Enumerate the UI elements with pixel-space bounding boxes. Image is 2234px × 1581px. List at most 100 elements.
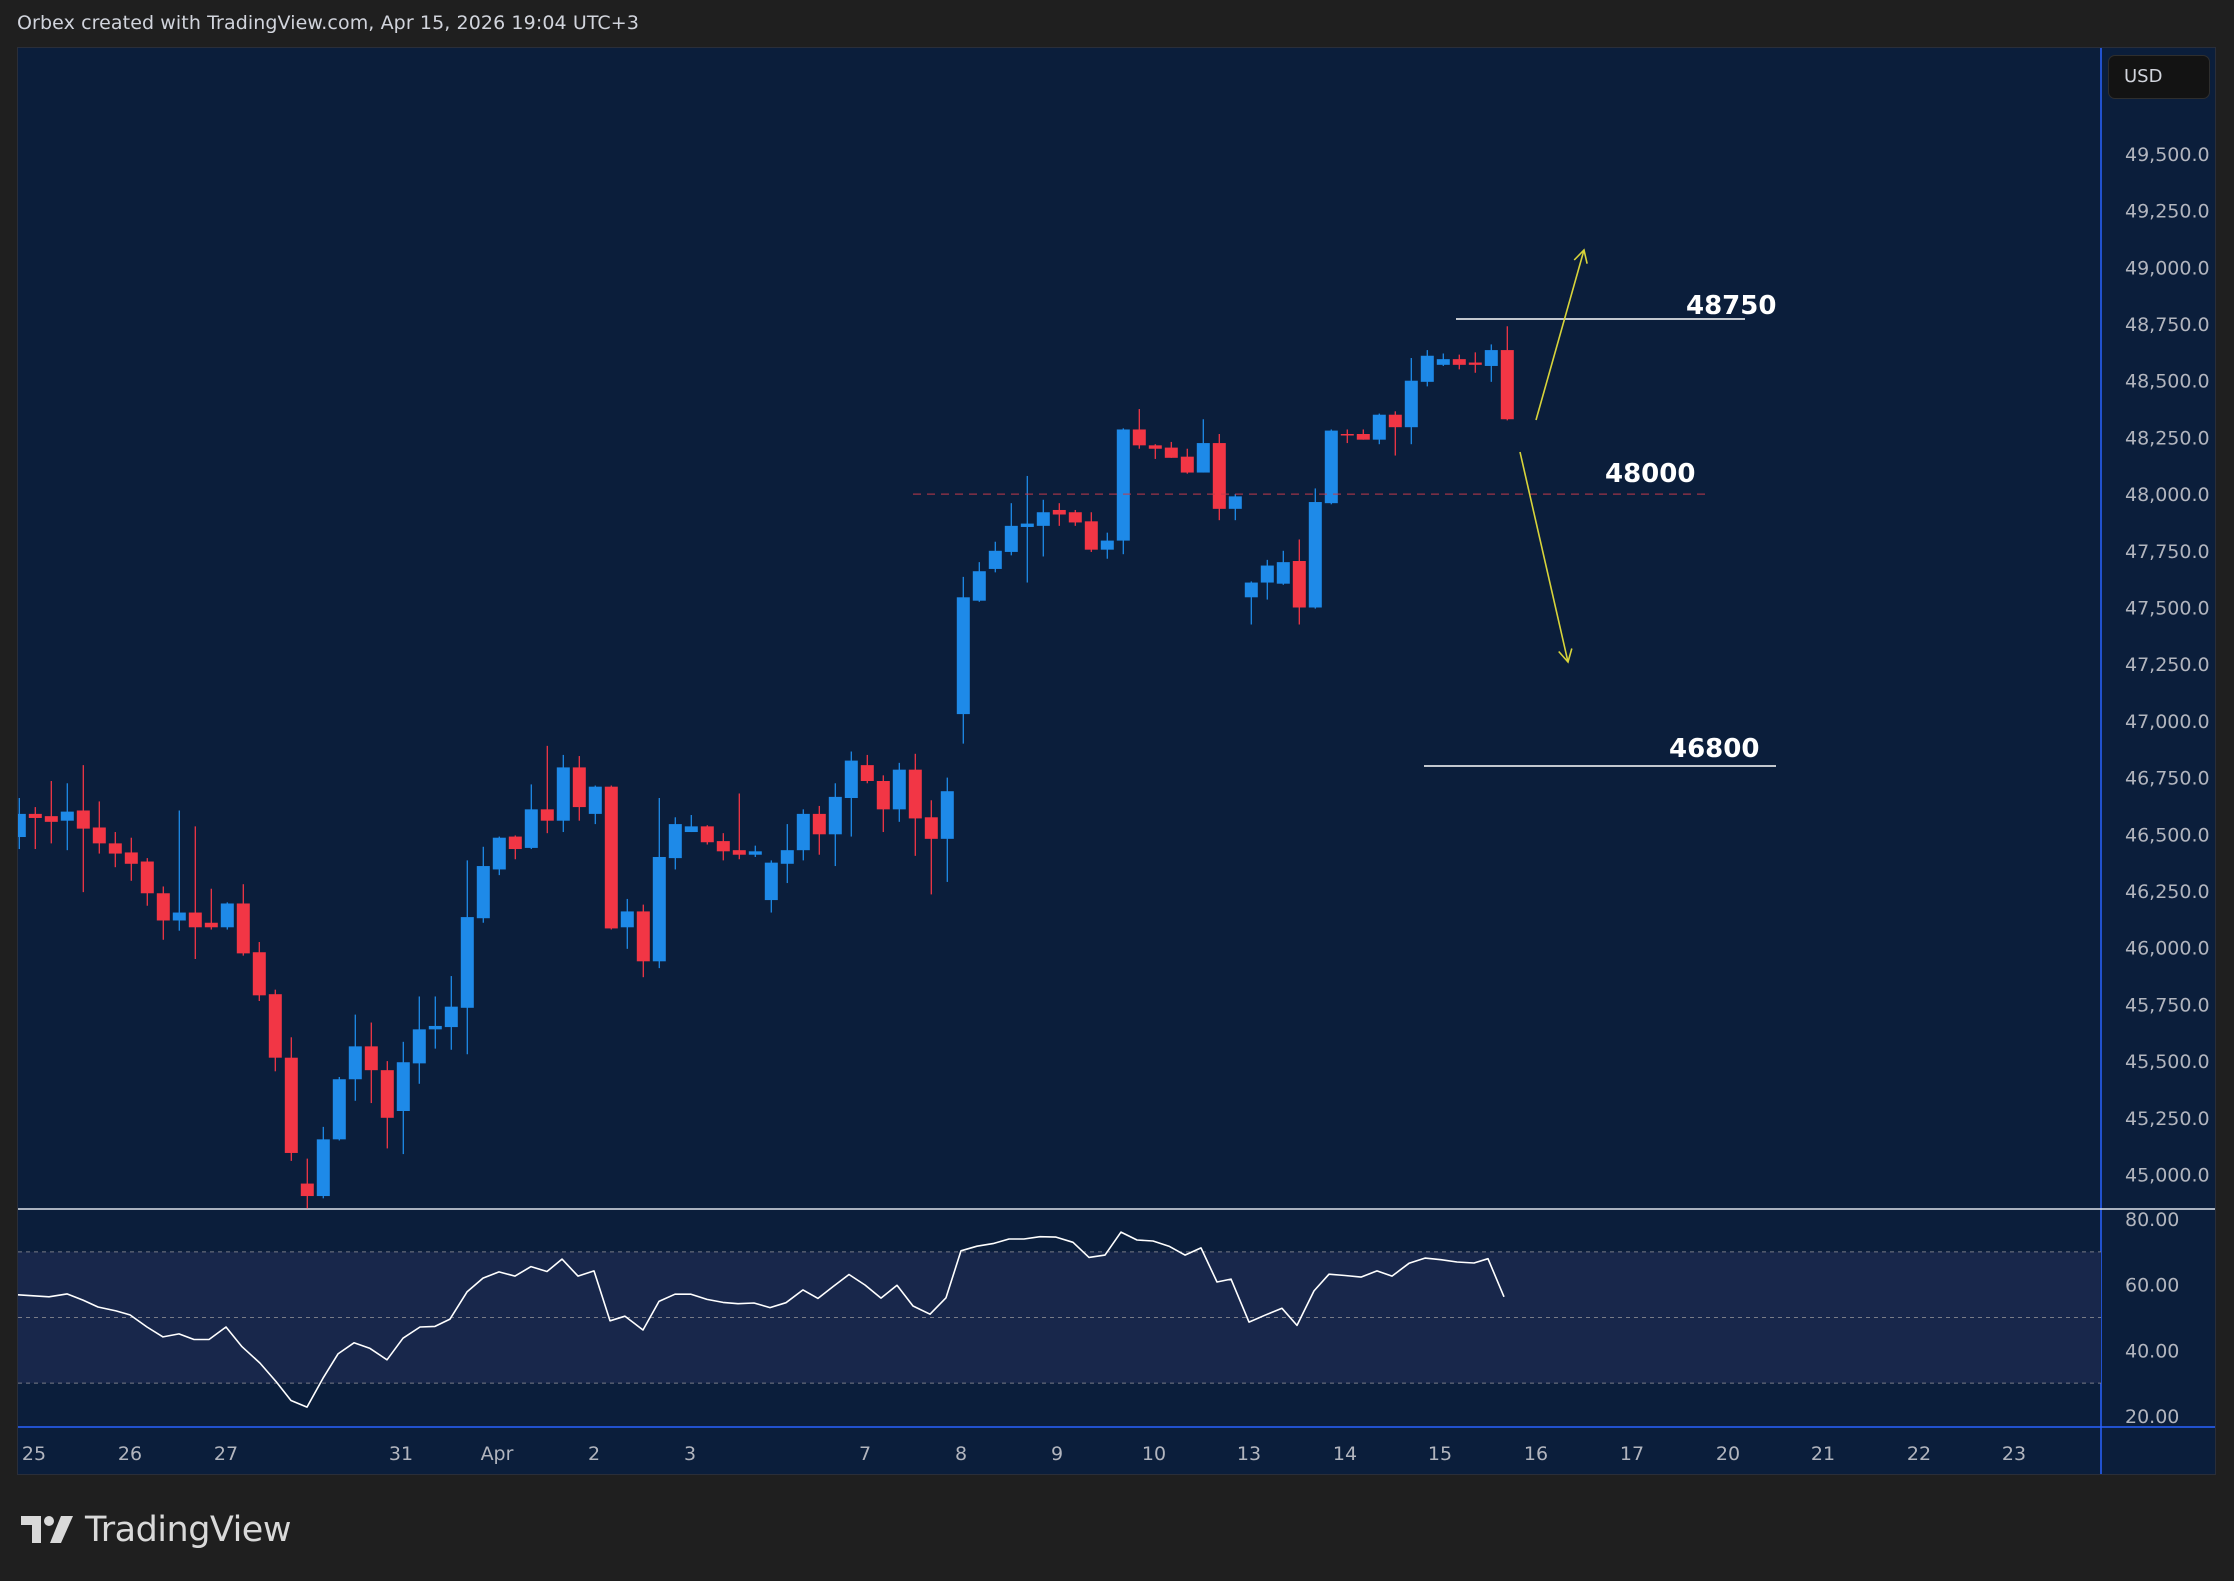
- candle-body: [1196, 443, 1210, 473]
- candle: [18, 798, 26, 850]
- chart-frame[interactable]: [17, 47, 2216, 1475]
- arrow-up-icon[interactable]: [1535, 248, 1588, 421]
- candle: [988, 541, 1002, 573]
- candle: [1052, 503, 1066, 526]
- time-tick-label: 27: [214, 1443, 238, 1465]
- currency-button[interactable]: USD: [2108, 55, 2210, 99]
- candle-body: [1068, 512, 1082, 523]
- candle: [764, 860, 778, 913]
- candle-body: [156, 893, 170, 921]
- price-tick-label: 49,000.0: [2125, 257, 2210, 279]
- candle-body: [1132, 429, 1146, 446]
- price-tick-label: 48,250.0: [2125, 427, 2210, 449]
- candle: [1164, 441, 1178, 458]
- candle-body: [76, 810, 90, 829]
- time-tick-label: 7: [859, 1443, 871, 1465]
- candle-body: [508, 836, 522, 850]
- candle-body: [908, 769, 922, 819]
- candle: [1020, 475, 1034, 583]
- price-tick-label: 45,500.0: [2125, 1051, 2210, 1073]
- candle: [1452, 354, 1466, 370]
- price-axis[interactable]: 49,500.0 49,250.0 49,000.0 48,750.0 48,500.0…: [2100, 48, 2210, 1474]
- candle-body: [556, 767, 570, 821]
- candle-body: [828, 796, 842, 835]
- candle-body: [1004, 525, 1018, 552]
- time-tick-label: Apr: [481, 1443, 514, 1465]
- candle-body: [396, 1062, 410, 1111]
- candle-body: [524, 809, 538, 848]
- candle-body: [972, 571, 986, 601]
- tradingview-logo-icon: [21, 1516, 73, 1543]
- candle-body: [764, 862, 778, 901]
- candle-body: [1148, 445, 1162, 449]
- time-tick-label: 13: [1237, 1443, 1261, 1465]
- candle-body: [1308, 502, 1322, 608]
- candle-body: [108, 843, 122, 854]
- candle: [748, 845, 762, 857]
- candle: [956, 576, 970, 744]
- candle-body: [780, 850, 794, 864]
- candle: [332, 1076, 346, 1141]
- price-tick-label: 46,500.0: [2125, 824, 2210, 846]
- candle-body: [188, 912, 202, 928]
- candle-body: [476, 866, 490, 919]
- candle: [572, 756, 586, 821]
- candlestick-series: [18, 326, 1514, 1209]
- candle: [316, 1126, 330, 1199]
- candle: [940, 777, 954, 882]
- level-48750-label[interactable]: 48750: [1686, 291, 1776, 321]
- candle: [1308, 488, 1322, 609]
- candle-body: [380, 1070, 394, 1118]
- time-tick-label: 20: [1716, 1443, 1740, 1465]
- candle-body: [940, 791, 954, 839]
- candle-body: [1052, 509, 1066, 515]
- candle-body: [1404, 380, 1418, 428]
- tradingview-logo[interactable]: TradingView: [21, 1508, 291, 1552]
- candle: [508, 835, 522, 860]
- rsi-pane[interactable]: 80.00 60.00 40.00 20.00: [17, 1208, 2215, 1428]
- candle-body: [924, 817, 938, 839]
- time-axis[interactable]: 25 26 27 31 Apr 2 3 7 8 9 10 13 14 15 16 17 20 21 22 23: [22, 1443, 2026, 1465]
- candle-body: [1164, 447, 1178, 458]
- candle-body: [620, 911, 634, 928]
- candle-body: [1020, 523, 1034, 527]
- price-tick-label: 45,000.0: [2125, 1165, 2210, 1187]
- candle-body: [300, 1183, 314, 1197]
- candle: [460, 860, 474, 1055]
- candle-body: [572, 767, 586, 808]
- price-tick-label: 48,750.0: [2125, 314, 2210, 336]
- candle: [668, 817, 682, 870]
- candle: [732, 793, 746, 860]
- candle: [476, 846, 490, 923]
- level-46800-label[interactable]: 46800: [1669, 734, 1759, 764]
- candle-body: [1292, 561, 1306, 608]
- candle-body: [668, 824, 682, 859]
- candle-body: [492, 837, 506, 870]
- candle: [156, 886, 170, 940]
- candle: [716, 833, 730, 861]
- candle-body: [684, 826, 698, 833]
- candle-body: [1324, 430, 1338, 504]
- candle: [1276, 550, 1290, 585]
- candle: [1132, 409, 1146, 449]
- candle-body: [1420, 355, 1434, 382]
- candle: [172, 810, 186, 931]
- candle: [556, 754, 570, 833]
- arrow-up-icon-head: [1573, 248, 1588, 264]
- rsi-tick-label: 20.00: [2125, 1406, 2179, 1428]
- candle: [636, 904, 650, 978]
- candle: [204, 888, 218, 930]
- candle-body: [540, 809, 554, 821]
- arrow-down-icon[interactable]: [1519, 451, 1573, 664]
- candle: [396, 1041, 410, 1155]
- candle-body: [1468, 362, 1482, 365]
- candle: [188, 826, 202, 960]
- candle-body: [636, 911, 650, 962]
- candle-body: [796, 813, 810, 851]
- drawing-annotations[interactable]: 48750 48000 46800: [913, 248, 1776, 767]
- price-tick-label: 48,500.0: [2125, 371, 2210, 393]
- level-48000-label[interactable]: 48000: [1605, 459, 1695, 489]
- candle-body: [428, 1025, 442, 1030]
- time-tick-label: 15: [1428, 1443, 1452, 1465]
